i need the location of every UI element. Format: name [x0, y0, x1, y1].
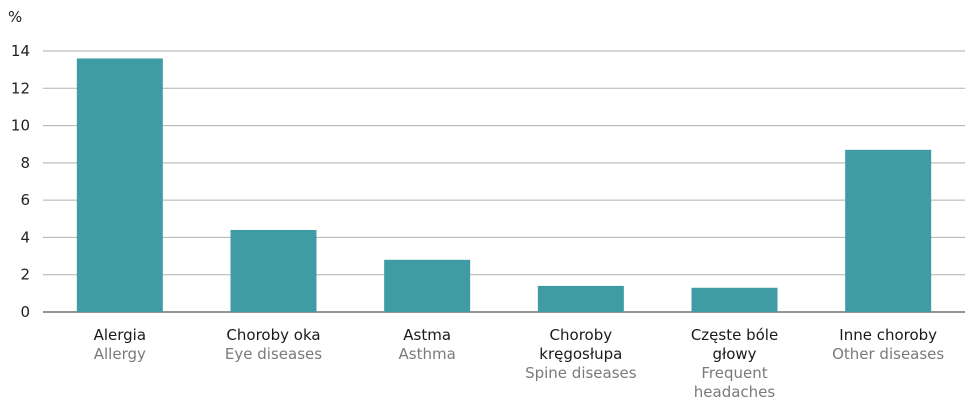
category-label-polish: Alergia — [94, 326, 146, 344]
bar — [384, 259, 471, 312]
y-axis-label: % — [8, 8, 22, 26]
y-tick-label: 12 — [11, 79, 30, 97]
y-tick-label: 8 — [20, 154, 30, 172]
category-label-polish: Choroby oka — [226, 326, 320, 344]
category-label-english: Eye diseases — [225, 345, 322, 363]
bars — [76, 58, 932, 313]
category-label-polish: głowy — [712, 345, 756, 363]
category-label-polish: Choroby — [550, 326, 613, 344]
y-tick-label: 6 — [20, 191, 30, 209]
bar — [76, 58, 163, 313]
category-label-polish: Astma — [403, 326, 451, 344]
category-label-english: headaches — [694, 383, 776, 401]
y-axis-ticks: 0 2 4 6 8 10 12 14 — [11, 42, 30, 321]
y-tick-label: 14 — [11, 42, 30, 60]
y-tick-label: 10 — [11, 117, 30, 135]
category-label-polish: Inne choroby — [839, 326, 937, 344]
category-label-polish: Częste bóle — [691, 326, 778, 344]
y-tick-label: 4 — [20, 228, 30, 246]
bar — [537, 285, 624, 312]
category-label-english: Frequent — [701, 364, 767, 382]
category-label-english: Allergy — [94, 345, 146, 363]
bar — [845, 149, 932, 312]
bar — [691, 287, 778, 312]
category-label-english: Other diseases — [832, 345, 944, 363]
category-label-polish: kręgosłupa — [539, 345, 622, 363]
category-label-english: Asthma — [399, 345, 456, 363]
y-tick-label: 2 — [20, 266, 30, 284]
bar — [230, 229, 317, 312]
gridlines — [43, 50, 965, 313]
y-tick-label: 0 — [20, 303, 30, 321]
category-label-english: Spine diseases — [525, 364, 637, 382]
